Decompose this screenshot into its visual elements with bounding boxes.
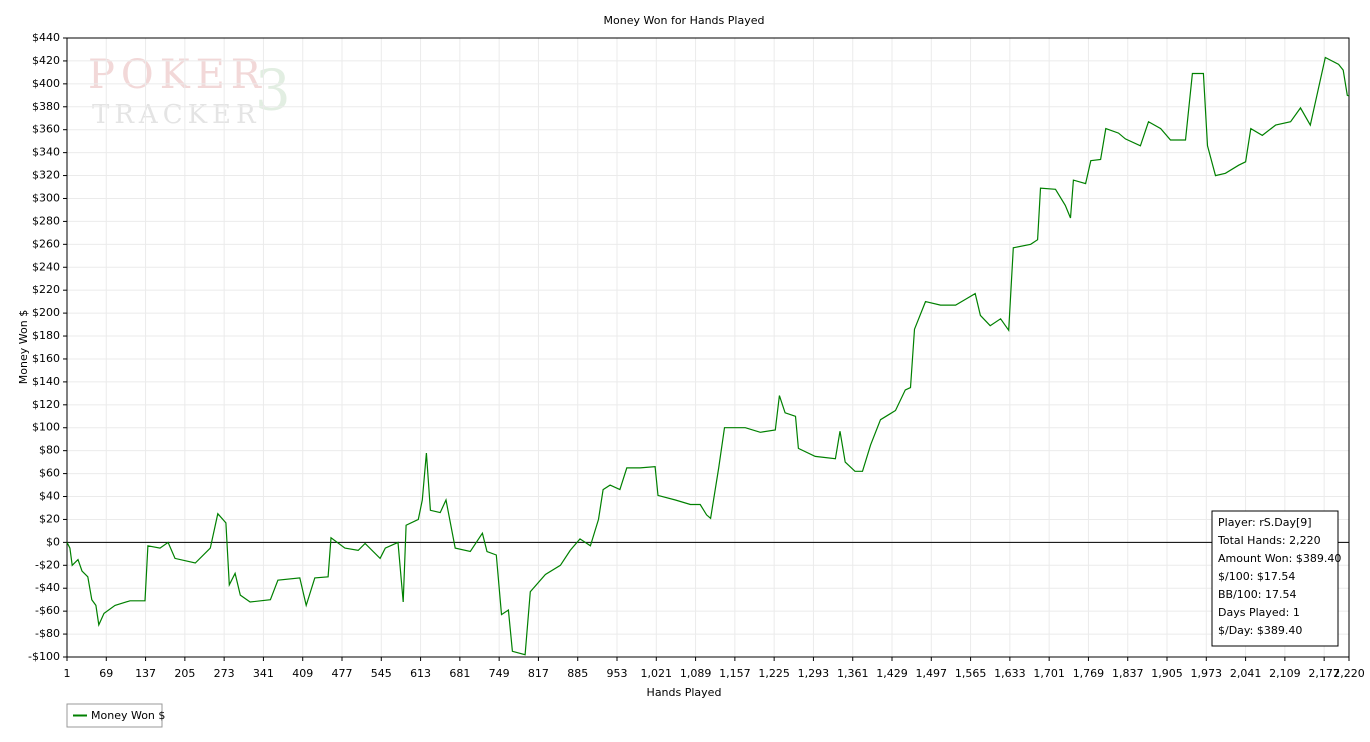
legend-box bbox=[66, 703, 163, 728]
x-tick-label: 69 bbox=[99, 667, 113, 680]
y-tick-label: -$100 bbox=[28, 650, 60, 663]
y-tick-label: $320 bbox=[32, 169, 60, 182]
x-tick-label: 1,089 bbox=[680, 667, 712, 680]
y-tick-label: -$60 bbox=[35, 604, 60, 617]
watermark: POKER bbox=[88, 52, 267, 98]
info-box bbox=[1211, 510, 1339, 647]
y-axis-label: Money Won $ bbox=[17, 310, 30, 384]
y-tick-label: $360 bbox=[32, 123, 60, 136]
y-tick-label: $240 bbox=[32, 260, 60, 273]
x-axis-label: Hands Played bbox=[647, 686, 722, 699]
x-tick-label: 1,293 bbox=[798, 667, 830, 680]
x-tick-label: 613 bbox=[410, 667, 431, 680]
y-tick-label: $280 bbox=[32, 214, 60, 227]
y-tick-label: $140 bbox=[32, 375, 60, 388]
y-tick-label: $20 bbox=[39, 512, 60, 525]
y-tick-label: $0 bbox=[46, 535, 60, 548]
y-tick-label: $180 bbox=[32, 329, 60, 342]
x-tick-label: 1,157 bbox=[719, 667, 751, 680]
x-tick-label: 1,429 bbox=[876, 667, 908, 680]
x-tick-label: 1 bbox=[64, 667, 71, 680]
x-tick-label: 885 bbox=[567, 667, 588, 680]
y-tick-label: $120 bbox=[32, 398, 60, 411]
chart-title: Money Won for Hands Played bbox=[604, 14, 765, 27]
x-tick-label: 1,497 bbox=[916, 667, 948, 680]
y-tick-label: -$40 bbox=[35, 581, 60, 594]
y-tick-label: $40 bbox=[39, 490, 60, 503]
x-tick-label: 205 bbox=[174, 667, 195, 680]
x-tick-label: 1,225 bbox=[758, 667, 790, 680]
x-tick-label: 749 bbox=[489, 667, 510, 680]
watermark: 3 bbox=[255, 59, 291, 124]
y-tick-label: -$80 bbox=[35, 627, 60, 640]
x-tick-label: 273 bbox=[214, 667, 235, 680]
y-tick-label: $160 bbox=[32, 352, 60, 365]
y-tick-label: $100 bbox=[32, 421, 60, 434]
y-tick-label: $380 bbox=[32, 100, 60, 113]
x-tick-label: 1,021 bbox=[641, 667, 673, 680]
x-tick-label: 2,041 bbox=[1230, 667, 1262, 680]
x-tick-label: 1,973 bbox=[1191, 667, 1223, 680]
x-tick-label: 477 bbox=[332, 667, 353, 680]
info-text: Player: rS.Day[9] bbox=[1218, 516, 1312, 529]
x-tick-label: 1,565 bbox=[955, 667, 987, 680]
y-tick-label: $80 bbox=[39, 444, 60, 457]
x-tick-label: 1,633 bbox=[994, 667, 1026, 680]
x-tick-label: 2,109 bbox=[1269, 667, 1301, 680]
x-tick-label: 1,837 bbox=[1112, 667, 1144, 680]
y-tick-label: $400 bbox=[32, 77, 60, 90]
info-text: Days Played: 1 bbox=[1218, 606, 1300, 619]
x-tick-label: 953 bbox=[607, 667, 628, 680]
y-tick-label: -$20 bbox=[35, 558, 60, 571]
y-tick-label: $220 bbox=[32, 283, 60, 296]
watermark: TRACKER bbox=[92, 100, 261, 130]
x-tick-label: 2,177 bbox=[1308, 667, 1340, 680]
x-tick-label: 1,701 bbox=[1033, 667, 1065, 680]
y-tick-label: $440 bbox=[32, 31, 60, 44]
y-tick-label: $200 bbox=[32, 306, 60, 319]
info-text: $/Day: $389.40 bbox=[1218, 624, 1302, 637]
x-tick-label: 409 bbox=[292, 667, 313, 680]
x-tick-label: 341 bbox=[253, 667, 274, 680]
y-tick-label: $420 bbox=[32, 54, 60, 67]
x-tick-label: 1,361 bbox=[837, 667, 869, 680]
info-text: Amount Won: $389.40 bbox=[1218, 552, 1341, 565]
x-tick-label: 1,905 bbox=[1151, 667, 1183, 680]
info-text: $/100: $17.54 bbox=[1218, 570, 1295, 583]
x-tick-label: 681 bbox=[449, 667, 470, 680]
y-tick-label: $60 bbox=[39, 467, 60, 480]
plot-frame bbox=[66, 37, 1350, 658]
x-tick-label: 545 bbox=[371, 667, 392, 680]
info-text: Total Hands: 2,220 bbox=[1217, 534, 1321, 547]
x-tick-label: 2,220 bbox=[1333, 667, 1365, 680]
y-tick-label: $300 bbox=[32, 191, 60, 204]
y-tick-label: $260 bbox=[32, 237, 60, 250]
x-tick-label: 1,769 bbox=[1073, 667, 1105, 680]
legend-label: Money Won $ bbox=[91, 709, 165, 722]
y-tick-label: $340 bbox=[32, 146, 60, 159]
data-line bbox=[66, 56, 1350, 656]
info-text: BB/100: 17.54 bbox=[1218, 588, 1297, 601]
x-tick-label: 817 bbox=[528, 667, 549, 680]
x-tick-label: 137 bbox=[135, 667, 156, 680]
